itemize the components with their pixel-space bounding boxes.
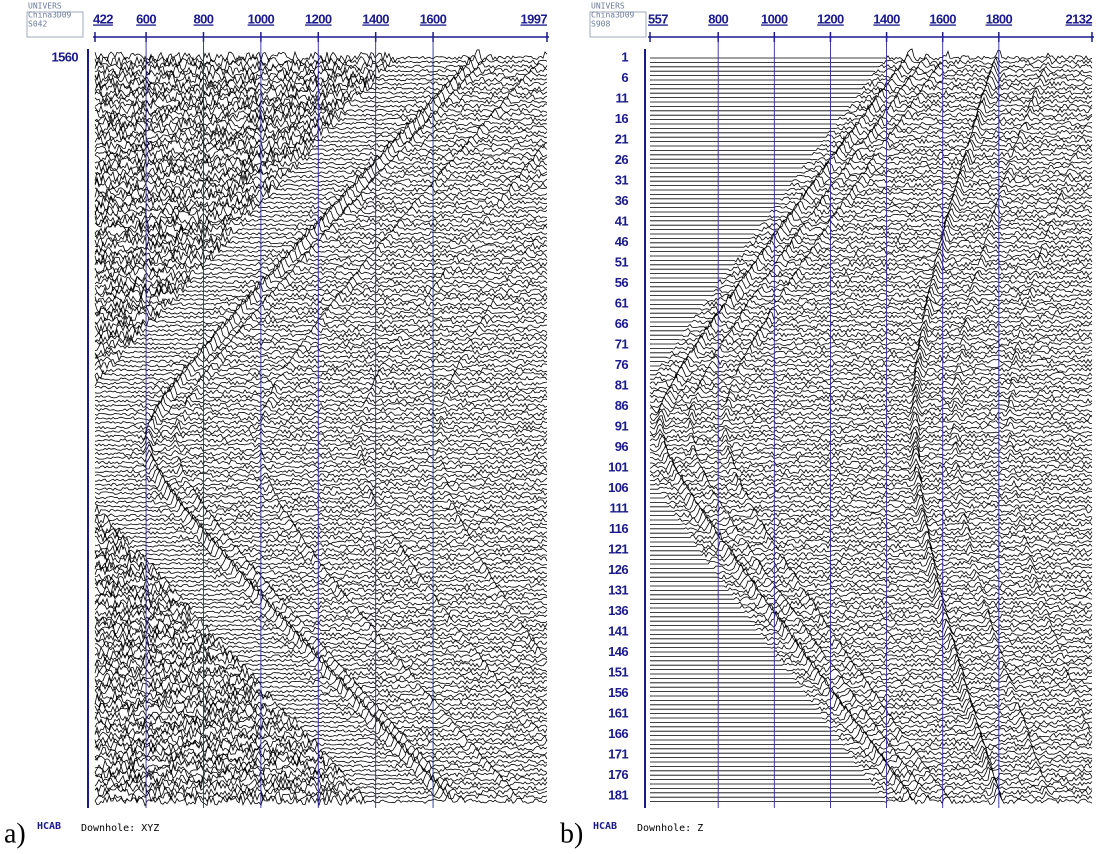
trace-label: 31 [615,172,629,187]
trace-label: 16 [615,111,629,126]
trace-label: 151 [608,664,628,679]
trace-label: 36 [615,193,629,208]
trace-label: 161 [608,705,628,720]
footer-label: HCAB [593,821,617,832]
trace-label: 156 [608,685,628,700]
header-text: UNIVERS [591,2,625,11]
trace-label: 76 [615,357,629,372]
trace-label: 141 [608,623,628,638]
trace-label: 1560 [51,49,78,64]
trace-label: 41 [615,213,629,228]
tick-label: 1997 [520,11,547,26]
header-text: S908 [591,20,610,29]
tick-label: 1200 [817,11,844,26]
trace-label: 56 [615,275,629,290]
footer-text: Downhole: XYZ [81,823,159,834]
tick-label: 1600 [420,11,447,26]
trace-label: 121 [608,541,628,556]
tick-label: 1600 [929,11,956,26]
trace-label: 71 [615,336,629,351]
panel-tag: b) [560,818,583,849]
trace-label: 26 [615,152,629,167]
trace-label: 106 [608,480,628,495]
trace-label: 11 [615,90,628,105]
trace-label: 96 [615,439,629,454]
trace-label: 46 [615,234,629,249]
tick-label: 1400 [873,11,900,26]
trace-label: 116 [609,521,629,536]
trace-label: 171 [608,746,628,761]
trace-label: 91 [615,418,629,433]
footer-text: Downhole: Z [637,823,703,834]
trace-label: 86 [615,398,629,413]
tick-label: 557 [648,11,668,26]
trace-label: 101 [608,459,628,474]
tick-label: 1800 [986,11,1013,26]
trace-label: 6 [621,70,628,85]
trace-label: 61 [615,295,629,310]
header-text: S042 [28,20,47,29]
header-text: UNIVERS [28,2,62,11]
header-text: China3D09 [28,11,72,20]
tick-label: 422 [93,11,113,26]
trace-label: 176 [608,767,628,782]
trace-label: 51 [615,254,629,269]
header-text: China3D09 [591,11,635,20]
header-box [26,11,84,38]
panel-tag: a) [4,818,26,849]
tick-label: 2132 [1065,11,1092,26]
trace-label: 136 [608,603,628,618]
tick-label: 1400 [362,11,389,26]
trace-label: 146 [608,644,628,659]
tick-label: 1000 [761,11,788,26]
trace-label: 1 [621,49,628,64]
trace-label: 166 [608,726,628,741]
trace-label: 111 [610,500,629,515]
trace-label: 181 [608,787,628,802]
trace-label: 66 [615,316,629,331]
tick-label: 1200 [305,11,332,26]
header-box [589,11,647,38]
tick-label: 800 [708,11,728,26]
seismic-traces [649,48,1093,805]
trace-label: 131 [608,582,628,597]
trace-label: 21 [615,131,629,146]
tick-label: 1000 [248,11,275,26]
footer-label: HCAB [37,821,61,832]
trace-label: 81 [615,377,629,392]
tick-label: 600 [136,11,156,26]
tick-label: 800 [194,11,214,26]
seismic-traces [94,49,548,807]
trace-label: 126 [608,562,628,577]
